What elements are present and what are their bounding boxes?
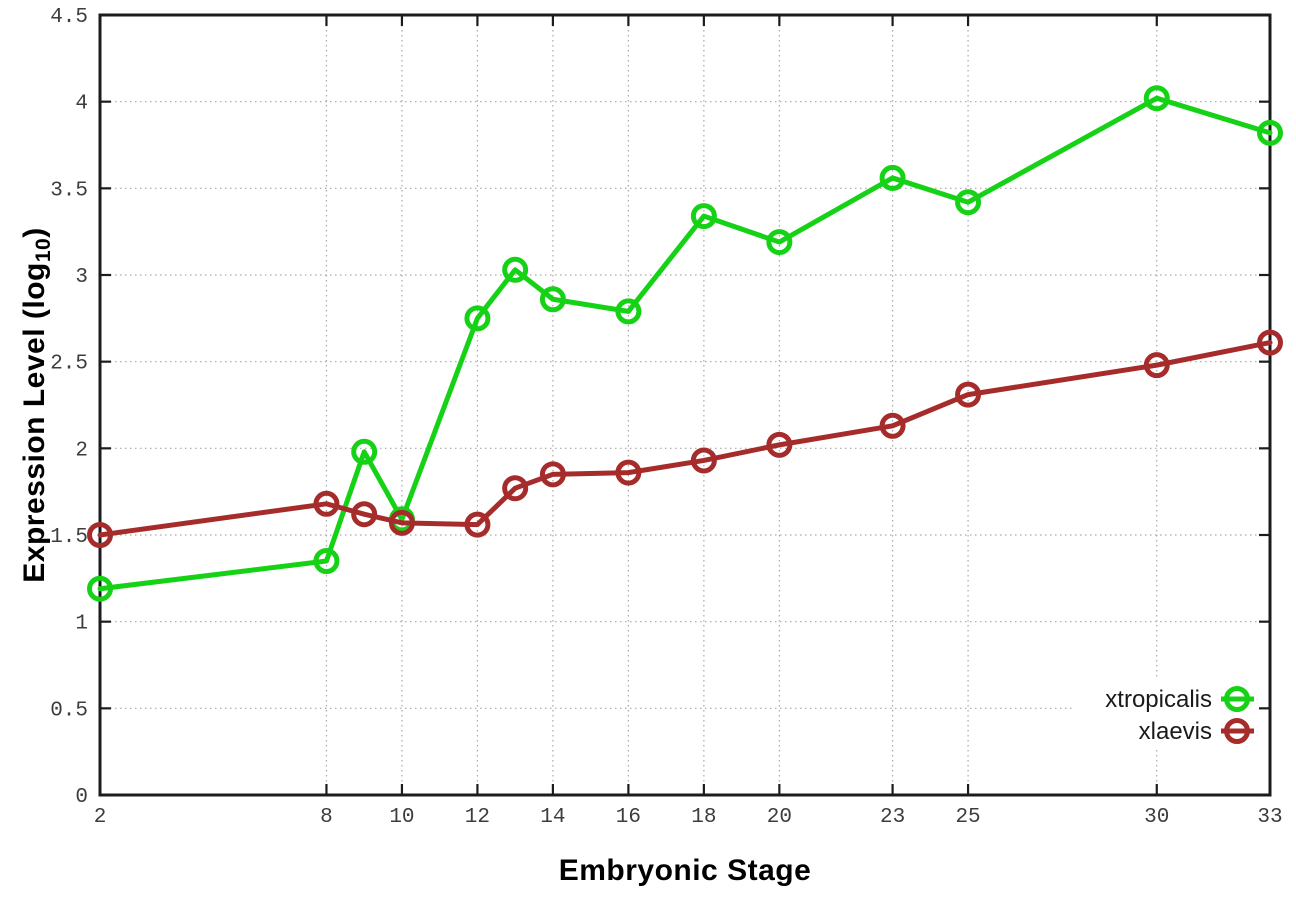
point-xtropicalis-23	[879, 164, 906, 191]
y-tick-label-3: 3	[75, 266, 88, 289]
y-axis-title: Expression Level (log10)	[18, 227, 56, 582]
y-axis-title-text: Expression Level (log	[18, 262, 51, 583]
point-xlaevis-8	[313, 490, 340, 517]
x-tick-label-23: 23	[880, 806, 905, 829]
point-xtropicalis-25	[955, 189, 982, 216]
x-tick-label-33: 33	[1257, 806, 1282, 829]
point-xlaevis-23	[879, 412, 906, 439]
legend-marker-xlaevis	[1224, 718, 1250, 744]
legend-label-xtropicalis: xtropicalis	[1105, 686, 1212, 713]
y-tick-label-4.5: 4.5	[50, 6, 88, 29]
x-axis-title: Embryonic Stage	[558, 854, 812, 887]
point-xtropicalis-20	[766, 229, 793, 256]
plot-border	[98, 13, 1272, 797]
y-tick-label-2.5: 2.5	[50, 353, 88, 376]
point-xlaevis-12	[464, 511, 491, 538]
y-tick-label-1: 1	[75, 613, 88, 636]
point-xlaevis-14	[539, 461, 566, 488]
x-tick-label-8: 8	[320, 806, 333, 829]
point-xtropicalis-16	[615, 298, 642, 325]
y-tick-label-3.5: 3.5	[50, 179, 88, 202]
point-xtropicalis-2	[87, 575, 113, 602]
point-xlaevis-25	[955, 381, 982, 408]
y-tick-label-0: 0	[75, 786, 88, 809]
y-axis-title-subscript: 10	[32, 237, 55, 263]
series-line-xlaevis	[97, 340, 1273, 538]
point-xtropicalis-12	[464, 305, 491, 332]
x-tick-label-18: 18	[691, 806, 716, 829]
point-xtropicalis-30	[1143, 85, 1170, 112]
x-tick-label-12: 12	[465, 806, 490, 829]
point-xtropicalis-9	[351, 438, 378, 465]
point-xlaevis-16	[615, 459, 642, 486]
y-tick-label-0.5: 0.5	[50, 699, 88, 722]
point-xlaevis-33	[1257, 329, 1283, 356]
legend-label-xlaevis: xlaevis	[1139, 718, 1212, 745]
point-xlaevis-2	[87, 522, 113, 548]
x-tick-label-30: 30	[1144, 806, 1169, 829]
legend-marker-xtropicalis	[1224, 686, 1250, 712]
y-tick-label-2: 2	[75, 439, 88, 462]
point-xlaevis-10	[388, 509, 415, 536]
point-xtropicalis-18	[690, 203, 717, 230]
point-xlaevis-13	[502, 475, 529, 502]
point-xtropicalis-14	[539, 286, 566, 313]
point-xlaevis-18	[690, 447, 717, 474]
x-tick-label-16: 16	[616, 806, 641, 829]
x-tick-label-25: 25	[955, 806, 980, 829]
y-tick-label-1.5: 1.5	[50, 526, 88, 549]
x-tick-label-14: 14	[540, 806, 565, 829]
y-axis-title-close: )	[18, 227, 51, 238]
point-xlaevis-30	[1143, 352, 1170, 379]
point-xlaevis-9	[351, 501, 378, 528]
point-xlaevis-20	[766, 431, 793, 458]
x-tick-label-2: 2	[94, 806, 107, 829]
point-xtropicalis-33	[1257, 119, 1283, 146]
x-tick-label-10: 10	[389, 806, 414, 829]
y-tick-label-4: 4	[75, 93, 88, 116]
x-tick-label-20: 20	[767, 806, 792, 829]
point-xtropicalis-13	[502, 256, 529, 283]
point-xtropicalis-8	[313, 548, 340, 574]
